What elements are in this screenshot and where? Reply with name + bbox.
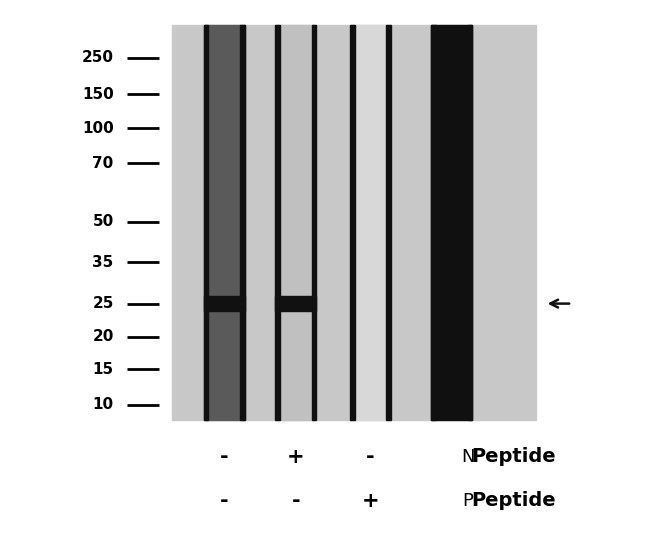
Text: 250: 250	[82, 50, 114, 65]
Text: 15: 15	[92, 362, 114, 377]
Bar	[276, 296, 317, 311]
Text: +: +	[361, 491, 380, 511]
Text: 50: 50	[92, 214, 114, 229]
Text: -: -	[366, 447, 375, 467]
Bar	[240, 25, 244, 420]
Text: 20: 20	[92, 329, 114, 344]
Text: Peptide: Peptide	[471, 491, 556, 510]
Text: 25: 25	[92, 296, 114, 311]
Bar	[432, 25, 472, 420]
Bar	[276, 25, 279, 420]
Bar	[276, 25, 316, 420]
Bar	[350, 25, 355, 420]
Text: -: -	[291, 491, 300, 511]
Bar	[432, 25, 436, 420]
Bar	[204, 25, 208, 420]
Text: 100: 100	[82, 121, 114, 136]
Bar	[172, 25, 536, 420]
Text: 10: 10	[92, 397, 114, 412]
Text: N: N	[462, 448, 474, 466]
Text: 150: 150	[82, 87, 114, 102]
Text: +: +	[287, 447, 305, 467]
Text: -: -	[220, 491, 229, 511]
Text: 35: 35	[92, 255, 114, 270]
Bar	[312, 25, 317, 420]
Bar	[204, 25, 245, 420]
Text: 70: 70	[92, 155, 114, 171]
Bar	[204, 296, 244, 311]
Text: -: -	[220, 447, 229, 467]
Text: P: P	[463, 492, 473, 509]
Bar	[350, 25, 391, 420]
Bar	[386, 25, 391, 420]
Bar	[467, 25, 472, 420]
Text: Peptide: Peptide	[471, 447, 556, 466]
